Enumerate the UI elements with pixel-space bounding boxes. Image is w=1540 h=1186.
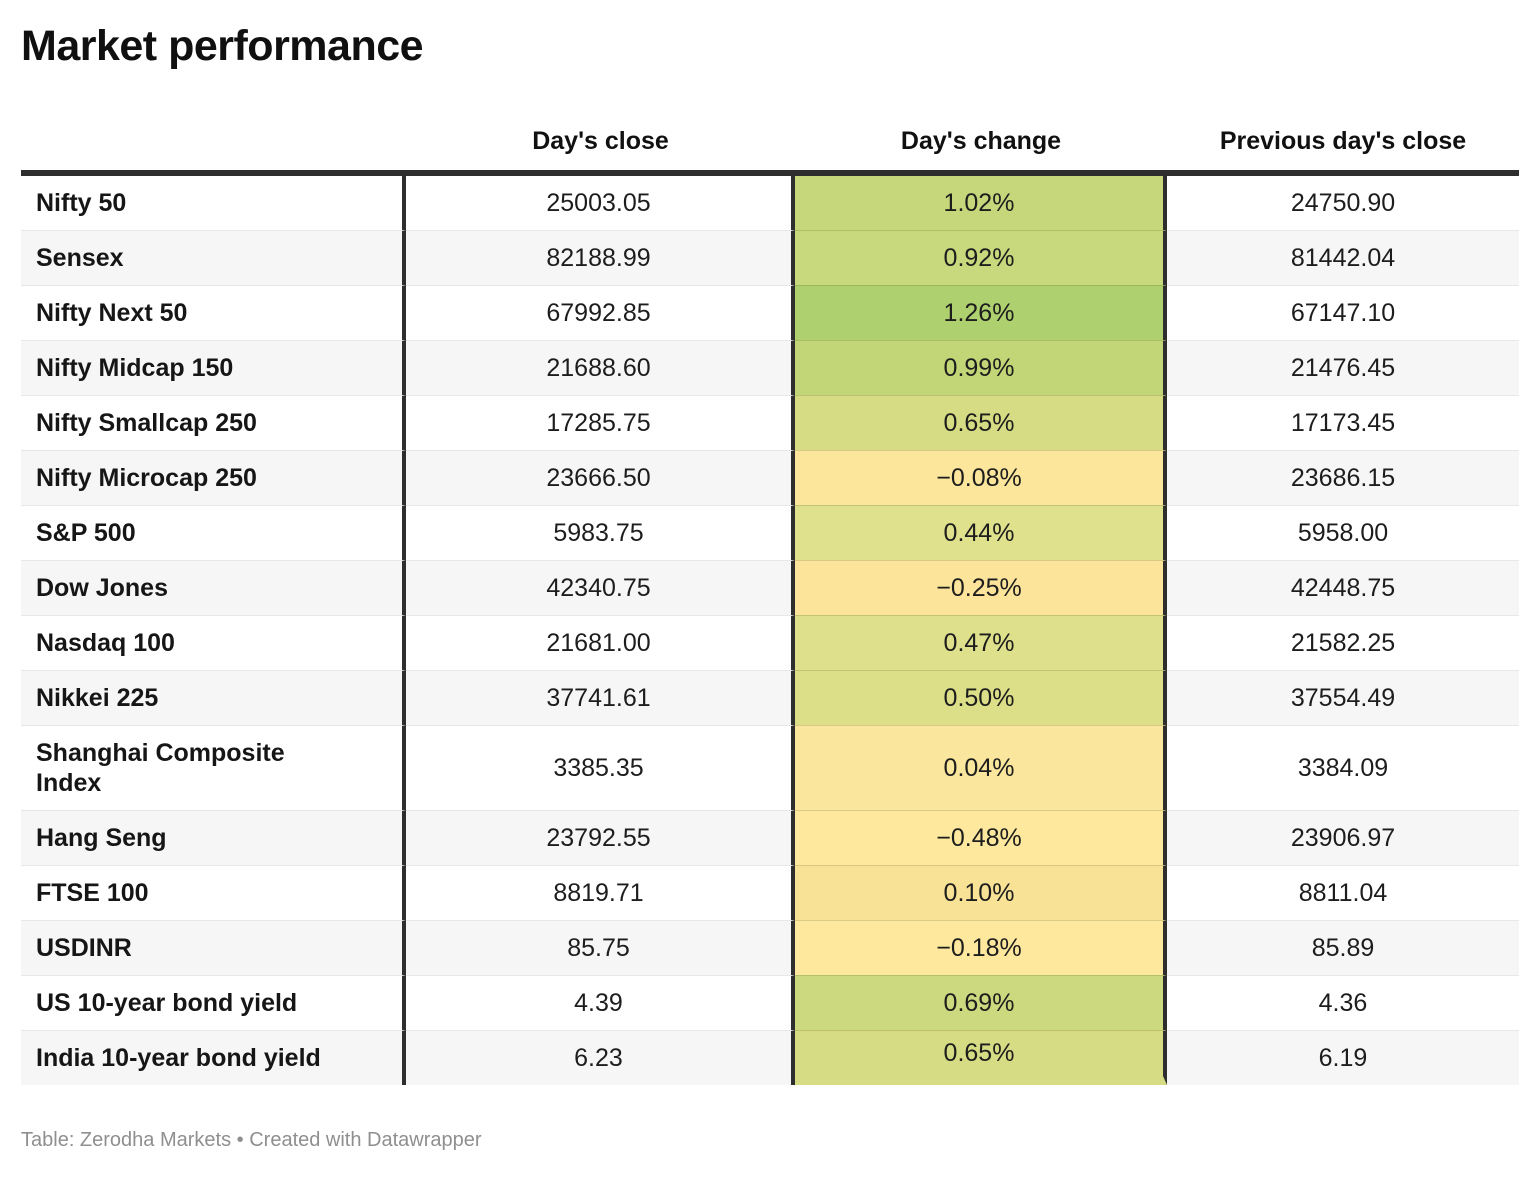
table-row: Shanghai Composite Index 3385.35 0.04% 3… bbox=[21, 725, 1519, 810]
prev-close-value: 5958.00 bbox=[1167, 505, 1519, 560]
prev-close-value: 37554.49 bbox=[1167, 670, 1519, 725]
table-row: Nifty Smallcap 250 17285.75 0.65% 17173.… bbox=[21, 395, 1519, 450]
prev-close-value: 17173.45 bbox=[1167, 395, 1519, 450]
prev-close-value: 23686.15 bbox=[1167, 450, 1519, 505]
prev-close-value: 85.89 bbox=[1167, 920, 1519, 975]
days-change-cell: −0.18% bbox=[795, 920, 1167, 975]
days-change-cell: 0.65% bbox=[795, 1030, 1167, 1085]
page: Market performance Day's close Day's cha… bbox=[0, 22, 1540, 1152]
days-change-cell: 0.04% bbox=[795, 725, 1167, 810]
table-row: Dow Jones 42340.75 −0.25% 42448.75 bbox=[21, 560, 1519, 615]
table-row: Nifty Next 50 67992.85 1.26% 67147.10 bbox=[21, 285, 1519, 340]
table-row: Nifty Microcap 250 23666.50 −0.08% 23686… bbox=[21, 450, 1519, 505]
days-close-value: 25003.05 bbox=[406, 176, 795, 230]
market-performance-table: Day's close Day's change Previous day's … bbox=[21, 127, 1519, 1085]
days-change-cell: 0.10% bbox=[795, 865, 1167, 920]
header-prev-close: Previous day's close bbox=[1167, 127, 1519, 176]
prev-close-value: 8811.04 bbox=[1167, 865, 1519, 920]
prev-close-value: 23906.97 bbox=[1167, 810, 1519, 865]
days-close-value: 85.75 bbox=[406, 920, 795, 975]
row-label: Nifty Next 50 bbox=[21, 285, 406, 340]
row-label: Nifty Smallcap 250 bbox=[21, 395, 406, 450]
days-close-value: 3385.35 bbox=[406, 725, 795, 810]
days-change-cell: 0.47% bbox=[795, 615, 1167, 670]
days-close-value: 8819.71 bbox=[406, 865, 795, 920]
page-title: Market performance bbox=[21, 22, 424, 70]
days-change-cell: 0.99% bbox=[795, 340, 1167, 395]
prev-close-value: 6.19 bbox=[1167, 1030, 1519, 1085]
row-label: Nifty Midcap 150 bbox=[21, 340, 406, 395]
days-change-cell: 0.92% bbox=[795, 230, 1167, 285]
table-row: Sensex 82188.99 0.92% 81442.04 bbox=[21, 230, 1519, 285]
row-label: India 10-year bond yield bbox=[21, 1030, 406, 1085]
table-row: India 10-year bond yield 6.23 0.65% 6.19 bbox=[21, 1030, 1519, 1085]
row-label: Sensex bbox=[21, 230, 406, 285]
days-close-value: 6.23 bbox=[406, 1030, 795, 1085]
prev-close-value: 24750.90 bbox=[1167, 176, 1519, 230]
days-close-value: 82188.99 bbox=[406, 230, 795, 285]
days-change-cell: 0.44% bbox=[795, 505, 1167, 560]
prev-close-value: 21476.45 bbox=[1167, 340, 1519, 395]
row-label: Nikkei 225 bbox=[21, 670, 406, 725]
attribution-footer: Table: Zerodha Markets • Created with Da… bbox=[21, 1129, 482, 1151]
table-row: USDINR 85.75 −0.18% 85.89 bbox=[21, 920, 1519, 975]
days-close-value: 67992.85 bbox=[406, 285, 795, 340]
days-close-value: 5983.75 bbox=[406, 505, 795, 560]
days-close-value: 21688.60 bbox=[406, 340, 795, 395]
row-label: US 10-year bond yield bbox=[21, 975, 406, 1030]
days-close-value: 17285.75 bbox=[406, 395, 795, 450]
table-row: US 10-year bond yield 4.39 0.69% 4.36 bbox=[21, 975, 1519, 1030]
row-label: S&P 500 bbox=[21, 505, 406, 560]
days-change-cell: 0.65% bbox=[795, 395, 1167, 450]
table-header-row: Day's close Day's change Previous day's … bbox=[21, 127, 1519, 176]
prev-close-value: 67147.10 bbox=[1167, 285, 1519, 340]
days-change-cell: 1.02% bbox=[795, 176, 1167, 230]
row-label: Hang Seng bbox=[21, 810, 406, 865]
prev-close-value: 21582.25 bbox=[1167, 615, 1519, 670]
table-row: Nifty Midcap 150 21688.60 0.99% 21476.45 bbox=[21, 340, 1519, 395]
days-change-cell: 0.69% bbox=[795, 975, 1167, 1030]
prev-close-value: 81442.04 bbox=[1167, 230, 1519, 285]
days-change-cell: −0.48% bbox=[795, 810, 1167, 865]
table-row: S&P 500 5983.75 0.44% 5958.00 bbox=[21, 505, 1519, 560]
days-close-value: 23792.55 bbox=[406, 810, 795, 865]
table-row: Hang Seng 23792.55 −0.48% 23906.97 bbox=[21, 810, 1519, 865]
row-label: Nasdaq 100 bbox=[21, 615, 406, 670]
days-close-value: 4.39 bbox=[406, 975, 795, 1030]
days-change-cell: 1.26% bbox=[795, 285, 1167, 340]
table-row: Nasdaq 100 21681.00 0.47% 21582.25 bbox=[21, 615, 1519, 670]
days-change-cell: −0.08% bbox=[795, 450, 1167, 505]
days-close-value: 21681.00 bbox=[406, 615, 795, 670]
row-label: Shanghai Composite Index bbox=[21, 725, 406, 810]
row-label: Nifty Microcap 250 bbox=[21, 450, 406, 505]
days-change-cell: 0.50% bbox=[795, 670, 1167, 725]
prev-close-value: 3384.09 bbox=[1167, 725, 1519, 810]
header-empty bbox=[21, 127, 406, 176]
row-label: Nifty 50 bbox=[21, 176, 406, 230]
prev-close-value: 4.36 bbox=[1167, 975, 1519, 1030]
table-row: Nikkei 225 37741.61 0.50% 37554.49 bbox=[21, 670, 1519, 725]
table-row: Nifty 50 25003.05 1.02% 24750.90 bbox=[21, 176, 1519, 230]
days-close-value: 42340.75 bbox=[406, 560, 795, 615]
row-label: Dow Jones bbox=[21, 560, 406, 615]
row-label: USDINR bbox=[21, 920, 406, 975]
header-days-close: Day's close bbox=[406, 127, 795, 176]
days-close-value: 37741.61 bbox=[406, 670, 795, 725]
days-change-cell: −0.25% bbox=[795, 560, 1167, 615]
row-label: FTSE 100 bbox=[21, 865, 406, 920]
header-days-change: Day's change bbox=[795, 127, 1167, 176]
table-row: FTSE 100 8819.71 0.10% 8811.04 bbox=[21, 865, 1519, 920]
prev-close-value: 42448.75 bbox=[1167, 560, 1519, 615]
days-close-value: 23666.50 bbox=[406, 450, 795, 505]
